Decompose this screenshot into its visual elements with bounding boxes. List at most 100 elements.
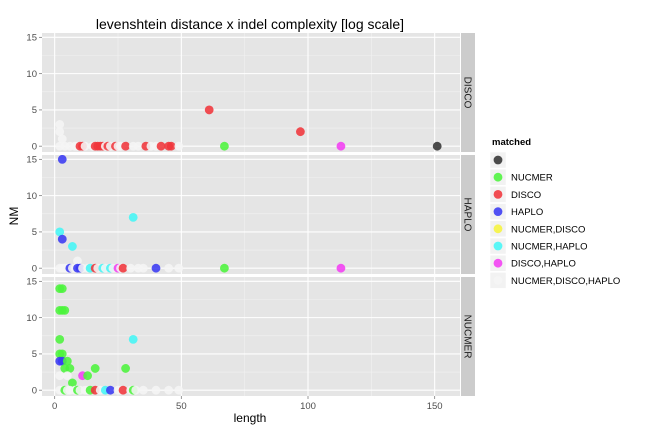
legend-label: DISCO xyxy=(511,190,541,201)
legend-item: NUCMER xyxy=(489,168,553,186)
x-axis-title: length xyxy=(234,411,267,425)
data-point xyxy=(118,385,128,395)
y-axis-title: NM xyxy=(7,207,21,226)
panel-background xyxy=(42,33,460,152)
data-point xyxy=(60,305,70,315)
x-tick-label: 100 xyxy=(300,401,316,412)
legend-marker xyxy=(493,190,503,199)
data-point xyxy=(204,105,214,115)
legend-items: NUCMER DISCO HAPLO NUCMER,DISCO NUCMER,HAPLO… xyxy=(489,151,620,289)
data-point xyxy=(57,349,67,359)
data-point xyxy=(118,263,128,273)
x-tick-label: 0 xyxy=(52,401,57,412)
data-point xyxy=(83,371,92,381)
legend-label: HAPLO xyxy=(511,207,543,218)
legend-item: DISCO xyxy=(489,186,541,203)
y-tick-label: 0 xyxy=(32,263,37,274)
data-point xyxy=(174,385,184,395)
data-point xyxy=(55,120,65,129)
data-points xyxy=(55,105,442,151)
data-point xyxy=(164,263,174,273)
panel-background xyxy=(42,155,460,274)
facet-strip xyxy=(461,33,475,152)
y-tick-label: 10 xyxy=(26,191,37,202)
legend-item: NUCMER,DISCO,HAPLO xyxy=(489,272,620,289)
data-point xyxy=(57,134,67,144)
data-point xyxy=(121,364,130,373)
legend: matched NUCMERDISCOHAPLONUCMER,DISCONUCM… xyxy=(489,137,620,289)
legend-label: DISCO,HAPLO xyxy=(511,259,576,270)
legend-marker xyxy=(493,241,503,251)
legend-marker xyxy=(493,224,503,234)
legend-item: NUCMER,DISCO xyxy=(489,220,585,238)
data-point xyxy=(128,335,138,344)
facet-panel-disco: 0 5 10 15 DISCO xyxy=(26,33,475,152)
y-tick-label: 5 xyxy=(32,105,37,116)
legend-label: NUCMER xyxy=(511,173,553,184)
facet-strip-label: NUCMER xyxy=(462,315,473,359)
y-tick-label: 0 xyxy=(32,385,37,396)
data-point xyxy=(68,242,77,251)
data-point xyxy=(55,371,65,381)
legend-label: NUCMER,DISCO xyxy=(511,224,585,235)
y-tick-label: 5 xyxy=(32,227,37,238)
data-point xyxy=(57,284,67,294)
legend-label: NUCMER,DISCO,HAPLO xyxy=(511,276,620,287)
data-point xyxy=(336,263,346,273)
data-point xyxy=(90,364,100,373)
data-point xyxy=(106,385,115,395)
y-tick-label: 5 xyxy=(32,349,37,360)
y-tick-label: 15 xyxy=(26,277,37,288)
y-tick-label: 15 xyxy=(26,33,37,44)
x-axis: 0 50 100 150 xyxy=(52,396,443,412)
legend-marker xyxy=(493,172,503,182)
data-points xyxy=(55,284,184,395)
facet-panel-haplo: 0 5 10 15 HAPLO xyxy=(26,155,475,274)
facet-panels: 0 5 10 15 DISCO 0 5 10 15 HAPLO 0 5 10 15 NUCMER xyxy=(26,33,475,396)
legend-marker xyxy=(493,258,503,268)
x-tick-label: 150 xyxy=(427,401,443,412)
data-point xyxy=(126,263,136,273)
facet-strip xyxy=(461,155,475,274)
data-point xyxy=(220,141,229,151)
legend-marker xyxy=(493,276,503,285)
data-point xyxy=(128,213,138,222)
data-point xyxy=(296,127,305,137)
data-point xyxy=(151,263,161,273)
data-point xyxy=(62,371,72,381)
data-point xyxy=(73,256,82,266)
data-point xyxy=(138,385,148,395)
data-point xyxy=(65,364,75,373)
y-tick-label: 0 xyxy=(32,141,37,152)
data-point xyxy=(220,263,229,273)
data-point xyxy=(131,385,141,395)
data-point xyxy=(57,234,67,244)
data-point xyxy=(151,385,161,395)
y-tick-label: 15 xyxy=(26,155,37,166)
facet-strip-label: HAPLO xyxy=(462,198,473,232)
data-point xyxy=(336,141,346,151)
legend-item: HAPLO xyxy=(489,203,543,220)
legend-title: matched xyxy=(492,137,531,148)
legend-item: NUCMER,HAPLO xyxy=(489,237,588,255)
data-point xyxy=(166,141,176,151)
facet-strip xyxy=(461,277,475,396)
data-point xyxy=(432,141,442,151)
data-point xyxy=(57,155,67,164)
data-point xyxy=(138,263,148,273)
data-point xyxy=(80,141,90,151)
data-point xyxy=(68,378,77,388)
data-point xyxy=(62,356,72,366)
y-tick-label: 10 xyxy=(26,313,37,324)
data-point xyxy=(121,141,130,151)
data-point xyxy=(133,141,143,151)
legend-label: NUCMER,HAPLO xyxy=(511,242,588,253)
y-tick-label: 10 xyxy=(26,69,37,80)
facet-strip-label: DISCO xyxy=(462,77,473,109)
data-points xyxy=(55,155,346,273)
data-point xyxy=(156,141,166,151)
data-point xyxy=(174,141,184,151)
x-tick-label: 50 xyxy=(176,401,187,412)
legend-marker xyxy=(493,207,503,217)
data-point xyxy=(55,227,65,237)
